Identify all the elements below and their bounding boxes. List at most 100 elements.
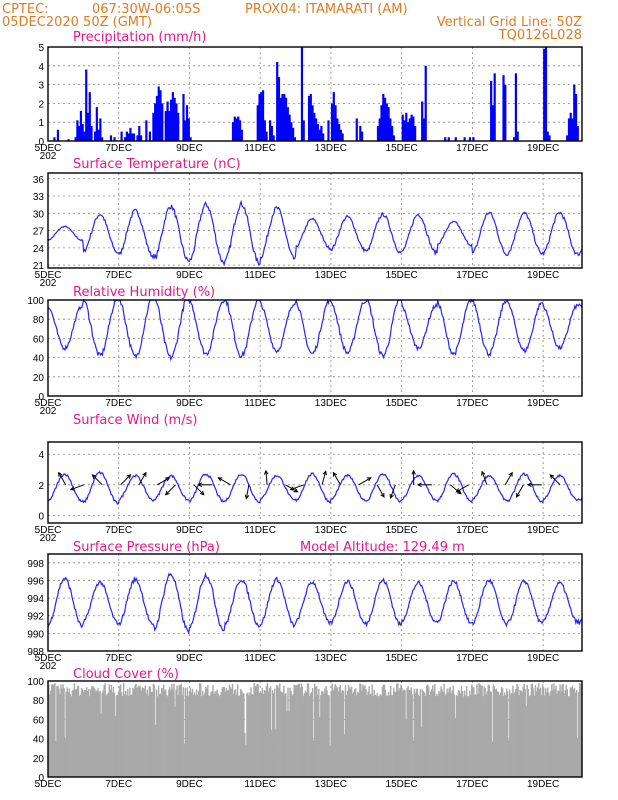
cloud-cover-bar [548, 692, 550, 777]
cloud-cover-bar [553, 683, 555, 777]
wind-xtick: 9DEC [176, 525, 203, 536]
cloud-cover-bar [160, 687, 163, 777]
cloud-cover-bar [577, 691, 580, 777]
cloud-cover-bar [559, 684, 561, 777]
wind-vector-head [289, 486, 295, 491]
cloud-cover-bar [311, 688, 314, 777]
wind-vector-head [322, 470, 328, 476]
cloud-cover-bar [379, 694, 382, 777]
precip-xtick: 19DEC [527, 143, 559, 154]
cloud-cover-bar [159, 693, 162, 777]
cloud-cover-bar [451, 690, 454, 777]
precip-bar [238, 120, 242, 141]
precip-bar [334, 105, 337, 141]
cloud-ytick: 0 [38, 773, 44, 784]
cloud-cover-bar [237, 695, 240, 777]
humidity-series-line [47, 298, 583, 362]
cloud-cover-bar [329, 745, 331, 777]
cloud-cover-bar [70, 696, 73, 777]
cloud-cover-bar [123, 694, 126, 777]
precip-bar [284, 97, 288, 141]
model-altitude-label: Model Altitude: 129.49 m [300, 540, 465, 555]
precip-bar [281, 94, 284, 141]
cloud-cover-bar [292, 694, 294, 777]
cloud-cover-bar [125, 690, 127, 777]
precip-bar [139, 135, 143, 141]
cloud-cover-bar [72, 689, 75, 777]
precip-bar [330, 103, 334, 141]
cloud-cover-bar [214, 691, 216, 777]
precip-xtick: 11DEC [244, 143, 276, 154]
cloud-cover-bar [389, 685, 392, 777]
cloud-cover-bar [350, 686, 353, 777]
precip-bar [272, 135, 275, 141]
cloud-cover-bar [536, 687, 539, 777]
cloud-cover-bar [65, 691, 67, 777]
temperature-xtick: 7DEC [105, 270, 132, 281]
wind-frame [47, 441, 583, 524]
cloud-cover-bar [495, 688, 498, 777]
cloud-cover-bar [197, 690, 200, 777]
cloud-cover-bar [83, 689, 86, 777]
cloud-cover-bar [323, 693, 325, 777]
temperature-year-fragment: 202 [40, 278, 57, 289]
cloud-cover-bar [165, 689, 167, 777]
cloud-cover-bar [252, 694, 254, 777]
precip-bar [382, 94, 385, 141]
humidity-xtick: 13DEC [315, 398, 347, 409]
cloud-cover-bar [532, 688, 535, 777]
cloud-cover-bar [550, 690, 552, 777]
cloud-cover-bar [450, 693, 452, 777]
cloud-cover-bar [215, 691, 217, 777]
cloud-cover-bar [342, 690, 345, 777]
cloud-cover-bar [114, 716, 117, 777]
cloud-cover-bar [493, 686, 496, 777]
cloud-cover-bar [378, 695, 381, 777]
cloud-cover-bar [349, 689, 352, 777]
precip-bar [138, 125, 141, 141]
cloud-cover-bar [471, 684, 473, 777]
cloud-cover-bar [307, 683, 310, 777]
cloud-cover-bar [355, 688, 357, 777]
cloud-xtick: 9DEC [176, 779, 203, 790]
cloud-cover-bar [545, 688, 547, 777]
temperature-xtick: 9DEC [176, 270, 203, 281]
cloud-cover-bar [487, 684, 489, 777]
precip-bar [300, 47, 304, 141]
cloud-cover-bar [316, 686, 318, 777]
precip-bar [307, 95, 311, 141]
cloud-cover-bar [221, 687, 223, 777]
cloud-cover-bar [352, 691, 355, 777]
cloud-cover-bar [458, 691, 461, 777]
pressure-ytick: 992 [27, 612, 44, 623]
precip-bar [177, 112, 180, 141]
cloud-cover-bar [209, 695, 211, 777]
precip-bar [493, 73, 496, 141]
cloud-cover-bar [483, 686, 485, 777]
cloud-cover-bar [283, 685, 285, 777]
cloud-cover-bar [499, 692, 502, 777]
cloud-cover-bar [310, 691, 313, 777]
temperature-series-line [47, 199, 583, 267]
precip-bar [78, 125, 81, 141]
pressure-xtick: 5DEC [35, 653, 62, 664]
wind-vector [456, 484, 469, 493]
cloud-cover-bar [449, 687, 451, 777]
wind-xtick: 11DEC [244, 525, 276, 536]
cloud-cover-bar [100, 713, 102, 777]
cloud-cover-bar [207, 684, 209, 777]
cloud-cover-bar [258, 693, 260, 777]
cloud-cover-bar [466, 696, 469, 777]
cloud-cover-bar [299, 687, 302, 777]
cloud-cover-bar [412, 740, 414, 777]
cloud-cover-bar [426, 684, 429, 777]
cloud-cover-bar [167, 696, 169, 777]
precip-bar [173, 97, 176, 141]
pressure-ytick: 998 [27, 559, 44, 570]
cloud-cover-bar [55, 740, 57, 777]
precip-bar [292, 127, 295, 141]
cloud-cover-bar [213, 693, 215, 777]
cloud-cover-bar [113, 692, 116, 777]
cloud-cover-bar [430, 691, 432, 777]
humidity-panel: 0 20 40 60 80 100 5DEC 7DEC 9DEC 11DEC 13DEC 15DEC 1… [27, 296, 583, 417]
